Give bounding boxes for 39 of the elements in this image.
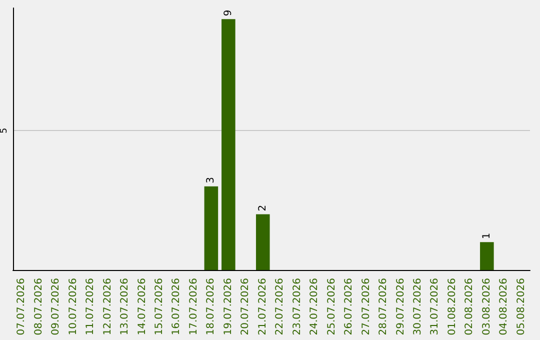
x-tick-label: 04.08.2026 xyxy=(498,278,510,336)
x-tick-label: 01.08.2026 xyxy=(446,278,458,336)
x-tick-label: 20.07.2026 xyxy=(240,278,252,336)
data-label: 3 xyxy=(206,177,217,184)
x-tick-label: 23.07.2026 xyxy=(292,278,303,336)
x-tick-label: 29.07.2026 xyxy=(395,278,406,336)
x-tick-label: 25.07.2026 xyxy=(326,278,338,336)
x-tick-label: 16.07.2026 xyxy=(171,278,182,336)
x-tick-label: 11.07.2026 xyxy=(85,278,96,336)
x-tick-label: 14.07.2026 xyxy=(136,278,148,336)
y-tick-label: 5 xyxy=(0,128,10,134)
bar xyxy=(204,186,218,270)
x-tick-label: 28.07.2026 xyxy=(378,278,390,336)
x-tick-label: 12.07.2026 xyxy=(102,278,114,336)
x-tick-label: 09.07.2026 xyxy=(50,278,62,336)
x-tick-label: 08.07.2026 xyxy=(33,278,44,336)
x-tick-label: 21.07.2026 xyxy=(257,278,268,336)
x-tick-label: 26.07.2026 xyxy=(344,278,355,336)
x-tick-label: 24.07.2026 xyxy=(309,278,320,336)
x-tick-label: 19.07.2026 xyxy=(222,278,234,336)
x-tick-label: 30.07.2026 xyxy=(412,278,424,336)
x-tick-label: 22.07.2026 xyxy=(274,278,286,336)
x-tick-label: 07.07.2026 xyxy=(16,278,28,336)
x-tick-label: 02.08.2026 xyxy=(464,278,476,336)
x-tick-label: 17.07.2026 xyxy=(188,278,200,336)
x-tick-label: 10.07.2026 xyxy=(68,278,79,336)
x-tick-label: 13.07.2026 xyxy=(120,278,131,336)
data-label: 9 xyxy=(222,10,234,16)
x-tick-label: 27.07.2026 xyxy=(360,278,372,336)
x-tick-label: 15.07.2026 xyxy=(154,278,165,336)
data-label: 1 xyxy=(481,232,492,240)
bar xyxy=(256,214,270,270)
data-label: 2 xyxy=(257,204,268,212)
x-tick-label: 05.08.2026 xyxy=(516,278,527,336)
bar xyxy=(222,19,236,270)
x-tick-label: 03.08.2026 xyxy=(481,278,492,336)
x-tick-label: 31.07.2026 xyxy=(430,278,441,336)
x-tick-label: 18.07.2026 xyxy=(206,278,217,336)
bar xyxy=(480,242,494,270)
